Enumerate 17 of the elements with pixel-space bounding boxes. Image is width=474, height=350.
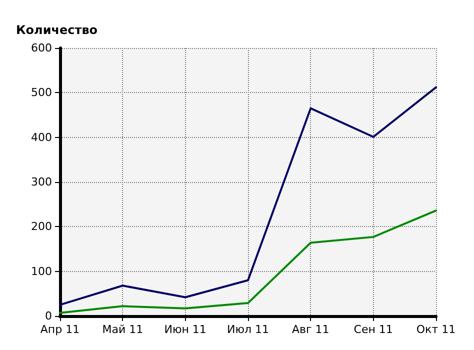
x-tick-label: Сен 11 bbox=[354, 323, 393, 336]
x-tick-label: Июл 11 bbox=[226, 323, 270, 336]
x-tick-label: Окт 11 bbox=[416, 323, 456, 336]
y-tick-label: 200 bbox=[31, 220, 52, 234]
y-tick-label: 0 bbox=[45, 310, 52, 322]
y-tick-label: 300 bbox=[31, 176, 52, 188]
x-tick-label: Май 11 bbox=[102, 323, 144, 336]
y-tick-label: 600 bbox=[31, 42, 52, 54]
y-tick-label: 100 bbox=[31, 264, 52, 278]
x-tick-label: Авг 11 bbox=[292, 323, 330, 336]
line-series bbox=[59, 210, 437, 314]
y-tick-label: 400 bbox=[31, 130, 52, 144]
x-tick-label: Июн 11 bbox=[164, 323, 206, 336]
y-axis-title: Количество bbox=[16, 23, 98, 37]
x-tick-label: Апр 11 bbox=[40, 323, 80, 336]
y-tick-label: 500 bbox=[31, 86, 52, 100]
line-series bbox=[59, 86, 437, 306]
